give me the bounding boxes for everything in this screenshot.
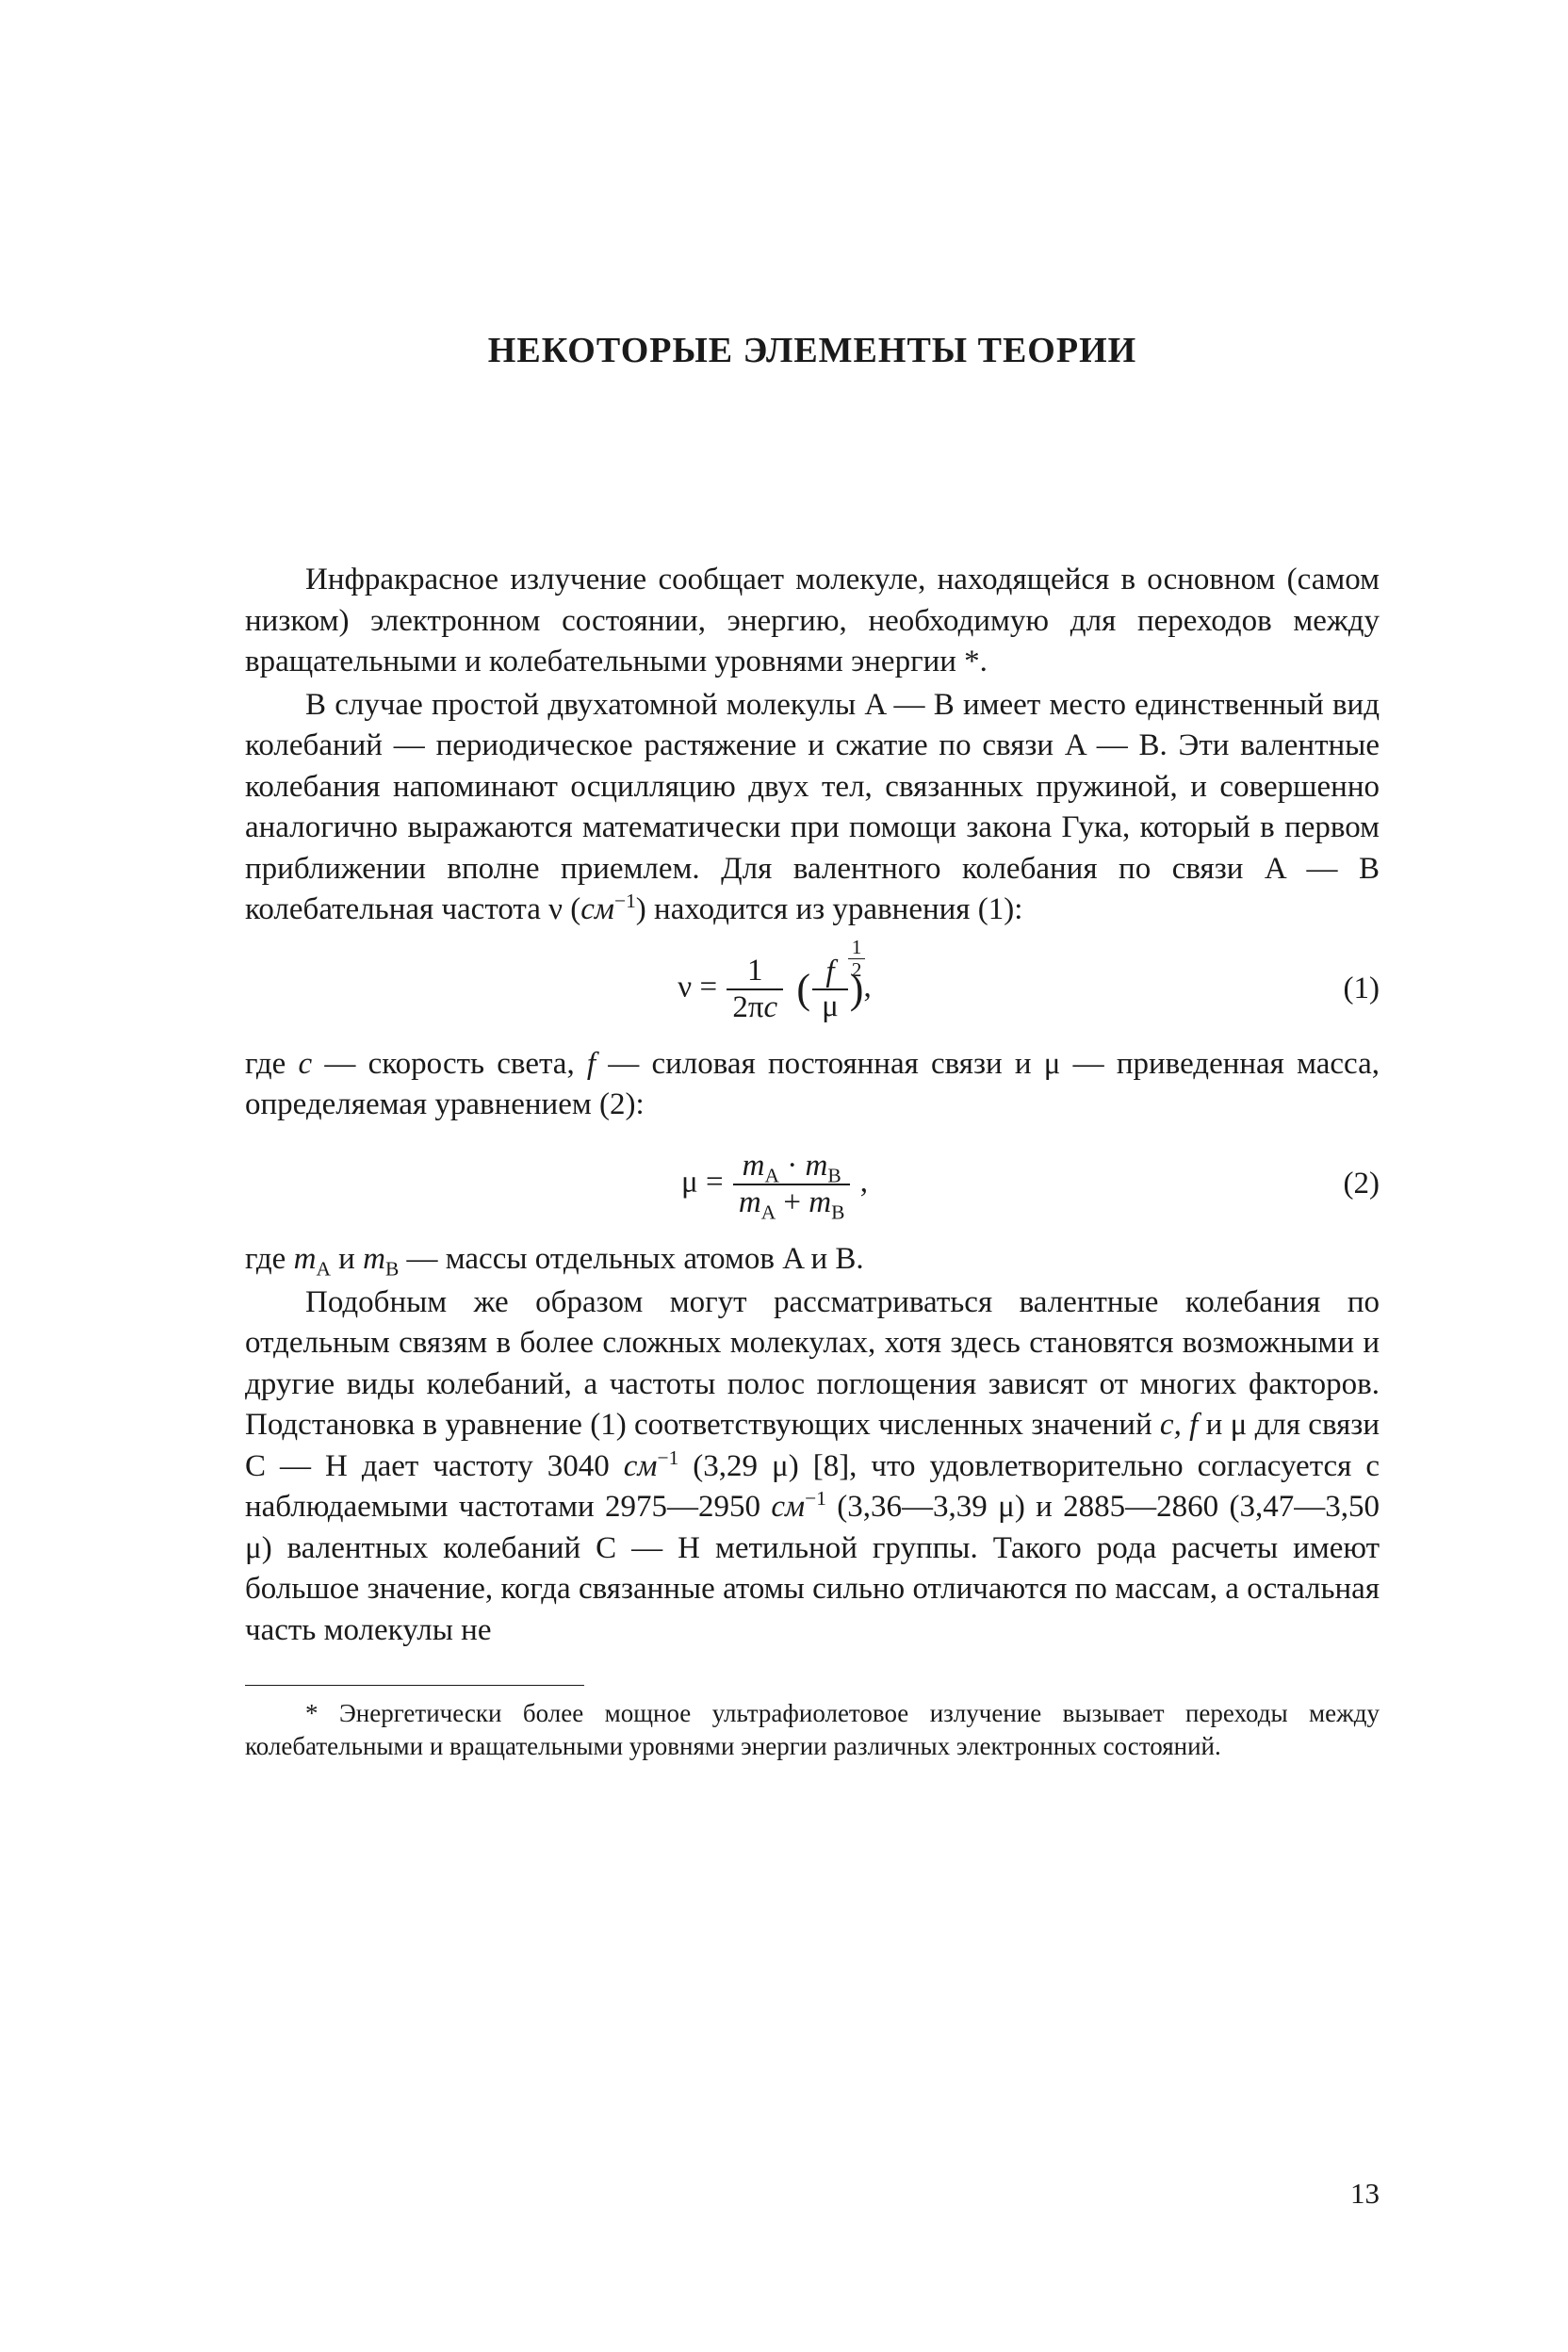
footnote: * Энергетически более мощное ультрафиоле… [245,1697,1380,1762]
equation-2-number: (2) [1304,1164,1380,1205]
paragraph-4: где mA и mB — массы отдельных атомов A и… [245,1239,1380,1281]
eq1-frac1-den-a: 2π [732,990,763,1024]
page-content: НЕКОТОРЫЕ ЭЛЕМЕНТЫ ТЕОРИИ Инфракрасное и… [245,330,1380,1763]
paragraph-2: В случае простой двухатомной молекулы A … [245,685,1380,931]
eq2-frac: mA · mB mA + mB [733,1151,851,1218]
p5-cfmu: c, f [1160,1408,1198,1442]
p3-a: где [245,1047,299,1081]
eq2-den: mA + mB [733,1185,851,1218]
equation-2-body: μ = mA · mB mA + mB , [245,1151,1304,1218]
eq2-den-mB-m: m [808,1185,831,1219]
eq2-num-mA-m: m [743,1149,765,1183]
eq1-exp-num: 1 [848,938,866,959]
body-text: Инфракрасное излучение сообщает молекуле… [245,560,1380,1763]
p3-b: — скорость света, [312,1047,587,1081]
p4-a: где [245,1242,294,1276]
eq1-lparen: ( [796,966,810,1012]
eq1-exp-den: 2 [848,959,866,980]
p5-unit2: см [771,1490,805,1524]
eq2-num-mB-m: m [805,1149,827,1183]
page: НЕКОТОРЫЕ ЭЛЕМЕНТЫ ТЕОРИИ Инфракрасное и… [0,0,1568,2352]
equation-1-number: (1) [1304,969,1380,1010]
eq1-frac1-num: 1 [727,956,783,990]
equation-1: ν = 1 2πc ( f μ ) 1 2 [245,956,1380,1023]
paragraph-3: где c — скорость света, f — силовая пост… [245,1044,1380,1126]
eq2-num-mA-sub: A [765,1165,779,1187]
eq2-den-mA-sub: A [761,1201,776,1224]
p4-and: и [331,1242,363,1276]
eq2-den-plus: + [776,1185,808,1219]
eq2-tail: , [852,1166,868,1200]
equation-1-body: ν = 1 2πc ( f μ ) 1 2 [245,956,1304,1023]
p3-c: c [299,1047,313,1081]
p4-mA-m: m [294,1242,317,1276]
chapter-title: НЕКОТОРЫЕ ЭЛЕМЕНТЫ ТЕОРИИ [245,330,1380,371]
eq2-den-mB-sub: B [831,1201,844,1224]
p5-unit1: см [624,1449,658,1483]
p2-text-a: В случае простой двухатомной молекулы A … [245,688,1380,927]
eq2-num: mA · mB [733,1151,851,1185]
p4-mB-sub: B [385,1258,399,1281]
eq1-frac2: f μ [812,956,848,1022]
eq2-lhs: μ = [681,1166,724,1200]
sup-minus1: −1 [614,890,636,912]
page-number: 13 [1350,2177,1380,2211]
eq1-frac1-den: 2πc [727,990,783,1023]
p4-mA-sub: A [316,1258,330,1281]
eq2-num-dot: · [779,1149,806,1183]
footnote-rule [245,1685,584,1686]
equation-2: μ = mA · mB mA + mB , (2) [245,1151,1380,1218]
paragraph-5: Подобным же образом могут рассматриватьс… [245,1282,1380,1652]
eq1-frac1-den-c: c [764,990,778,1024]
p5-sup1: −1 [657,1446,678,1469]
eq1-paren-group: ( f μ ) 1 2 [796,956,863,1022]
p3-f: f [587,1047,596,1081]
eq1-lhs: ν = [678,971,717,1004]
paragraph-1: Инфракрасное излучение сообщает молекуле… [245,560,1380,683]
p2-text-b: ) находится из уравнения (1): [636,892,1023,926]
eq2-den-mA-m: m [739,1185,761,1219]
eq1-frac2-num: f [812,956,848,990]
p4-b: — массы отдельных атомов A и B. [399,1242,863,1276]
eq2-num-mB-sub: B [827,1165,841,1187]
eq1-exponent: 1 2 [846,938,868,981]
unit-cm: см [580,892,614,926]
eq1-frac2-den: μ [812,990,848,1022]
p4-mB-m: m [363,1242,385,1276]
eq1-frac1: 1 2πc [727,956,783,1023]
p5-sup2: −1 [805,1487,826,1510]
